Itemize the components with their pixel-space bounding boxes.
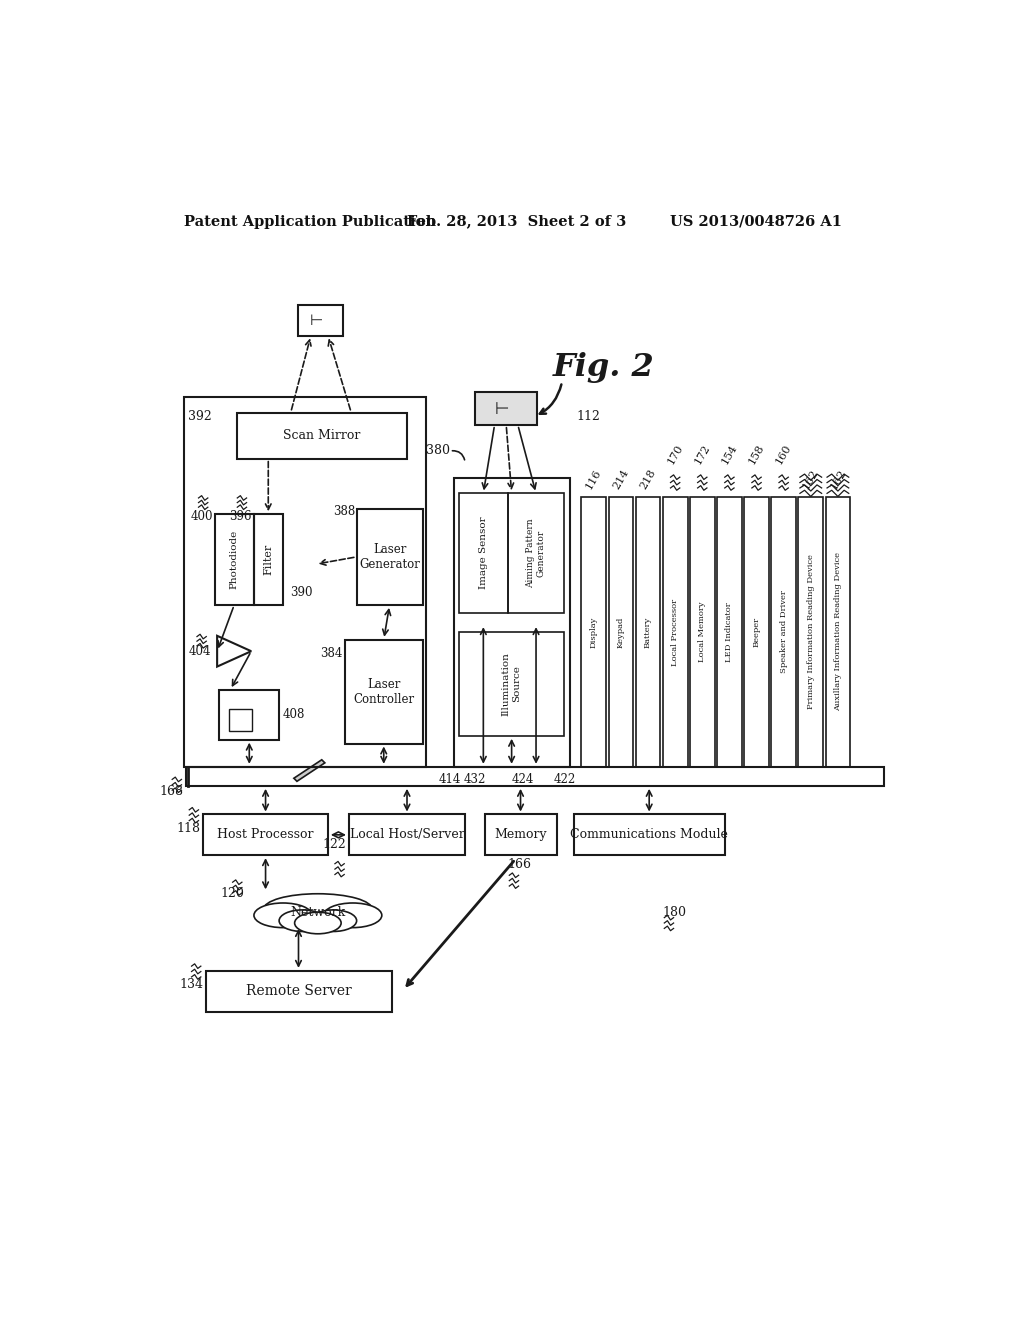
Text: 168: 168: [160, 785, 183, 799]
Text: 392: 392: [187, 411, 211, 424]
Text: 162: 162: [828, 467, 848, 491]
Bar: [690, 498, 715, 767]
Bar: [356, 508, 423, 605]
Text: Local Host/Server: Local Host/Server: [349, 829, 464, 841]
Text: Communications Module: Communications Module: [570, 829, 728, 841]
Text: Aiming Pattern
Generator: Aiming Pattern Generator: [526, 519, 546, 587]
Text: 162: 162: [801, 467, 820, 491]
Ellipse shape: [263, 894, 372, 924]
Text: Scan Mirror: Scan Mirror: [283, 429, 360, 442]
Text: 112: 112: [575, 409, 600, 422]
Bar: [825, 498, 850, 767]
Text: 180: 180: [663, 907, 687, 920]
Text: Display: Display: [590, 616, 598, 648]
Bar: [228, 709, 252, 730]
Text: 160: 160: [774, 444, 794, 466]
Bar: [771, 498, 796, 767]
Text: 170: 170: [666, 444, 685, 466]
Text: 158: 158: [746, 444, 766, 466]
Text: Local Memory: Local Memory: [698, 602, 707, 663]
Bar: [459, 494, 508, 612]
Text: LED Indicator: LED Indicator: [725, 602, 733, 661]
Bar: [799, 498, 823, 767]
Bar: [636, 498, 660, 767]
Text: 404: 404: [188, 644, 211, 657]
Ellipse shape: [254, 903, 312, 928]
Bar: [475, 392, 538, 425]
Text: Filter: Filter: [263, 544, 273, 576]
Text: 424: 424: [512, 774, 535, 785]
Ellipse shape: [280, 909, 326, 932]
Text: 154: 154: [720, 444, 739, 466]
Text: Primary Information Reading Device: Primary Information Reading Device: [807, 554, 815, 709]
Text: 120: 120: [220, 887, 245, 900]
Text: Memory: Memory: [495, 829, 547, 841]
Bar: [717, 498, 741, 767]
Text: 432: 432: [463, 774, 485, 785]
Bar: [744, 498, 769, 767]
Text: 414: 414: [438, 774, 461, 785]
Bar: [186, 767, 884, 785]
Text: US 2013/0048726 A1: US 2013/0048726 A1: [671, 215, 843, 228]
Bar: [254, 513, 283, 605]
Text: 384: 384: [321, 647, 343, 660]
Text: Network: Network: [290, 907, 345, 920]
Text: Image Sensor: Image Sensor: [479, 516, 487, 589]
Bar: [183, 397, 426, 767]
Text: Beeper: Beeper: [753, 616, 761, 647]
Text: 122: 122: [323, 838, 346, 851]
Text: Speaker and Driver: Speaker and Driver: [779, 590, 787, 673]
Text: Keypad: Keypad: [616, 616, 625, 648]
Bar: [349, 814, 465, 855]
Polygon shape: [294, 760, 325, 781]
Bar: [345, 640, 423, 743]
Bar: [454, 478, 569, 767]
Text: Illumination
Source: Illumination Source: [502, 652, 521, 715]
Bar: [663, 498, 687, 767]
Text: Laser
Controller: Laser Controller: [353, 677, 415, 706]
Text: 214: 214: [611, 467, 631, 491]
Text: Fig. 2: Fig. 2: [553, 352, 654, 383]
Bar: [508, 494, 564, 612]
Text: 388: 388: [333, 506, 355, 517]
Bar: [608, 498, 633, 767]
Text: Host Processor: Host Processor: [217, 829, 313, 841]
Bar: [459, 632, 564, 737]
Ellipse shape: [324, 903, 382, 928]
Text: 380: 380: [426, 445, 450, 458]
Text: 422: 422: [553, 774, 575, 785]
Text: 400: 400: [190, 511, 213, 523]
Bar: [582, 498, 606, 767]
Bar: [219, 689, 280, 739]
Text: ⊢: ⊢: [495, 400, 510, 417]
Text: 116: 116: [584, 467, 603, 491]
Text: Photodiode: Photodiode: [229, 529, 239, 589]
Text: Patent Application Publication: Patent Application Publication: [183, 215, 436, 228]
Text: Auxillary Information Reading Device: Auxillary Information Reading Device: [834, 553, 842, 711]
Bar: [206, 970, 391, 1011]
Text: Remote Server: Remote Server: [246, 985, 351, 998]
Text: 118: 118: [177, 822, 201, 836]
Text: Battery: Battery: [644, 616, 652, 648]
Text: 408: 408: [283, 709, 304, 721]
Bar: [573, 814, 725, 855]
Ellipse shape: [295, 912, 341, 933]
Text: Laser
Generator: Laser Generator: [359, 543, 420, 570]
Text: 172: 172: [692, 444, 712, 466]
Text: 218: 218: [638, 467, 657, 491]
Text: Local Processor: Local Processor: [671, 598, 679, 665]
Text: 166: 166: [508, 858, 531, 871]
Text: ⊢: ⊢: [309, 313, 323, 327]
Text: Feb. 28, 2013  Sheet 2 of 3: Feb. 28, 2013 Sheet 2 of 3: [407, 215, 627, 228]
Text: 390: 390: [291, 586, 313, 599]
Bar: [203, 814, 328, 855]
Bar: [298, 305, 343, 335]
Ellipse shape: [310, 909, 356, 932]
Bar: [215, 513, 254, 605]
Text: 134: 134: [179, 978, 203, 991]
Text: 396: 396: [229, 511, 252, 523]
Bar: [237, 412, 407, 459]
Bar: [484, 814, 557, 855]
